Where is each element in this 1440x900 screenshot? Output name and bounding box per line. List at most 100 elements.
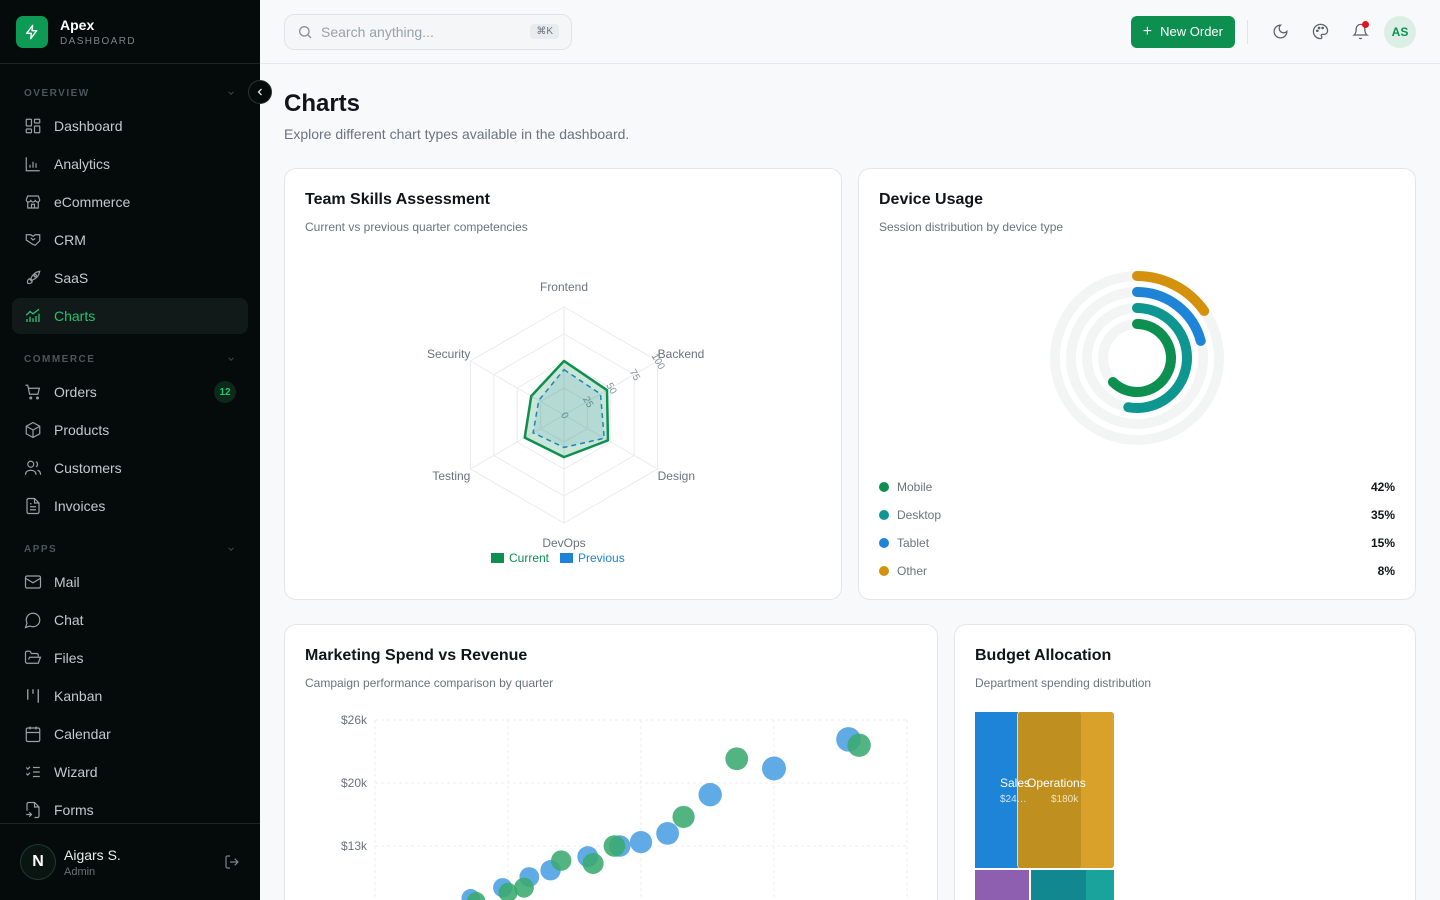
search-box[interactable]: ⌘K <box>284 13 572 50</box>
scatter-point[interactable] <box>762 756 786 781</box>
budget-allocation-card: Budget Allocation Department spending di… <box>954 624 1416 900</box>
search-shortcut-hint: ⌘K <box>530 24 559 39</box>
scatter-point[interactable] <box>629 831 653 854</box>
theme-toggle-button[interactable] <box>1260 16 1300 48</box>
legend-label: Mobile <box>897 480 933 494</box>
mobile-color-dot <box>879 482 889 492</box>
axis-label: DevOps <box>542 536 585 550</box>
sidebar-item-customers[interactable]: Customers <box>12 450 248 486</box>
main-content: Charts Explore different chart types ava… <box>260 64 1440 900</box>
scatter-point[interactable] <box>847 733 871 757</box>
brand-subtitle: DASHBOARD <box>60 35 136 47</box>
sidebar-item-files[interactable]: Files <box>12 640 248 676</box>
sidebar-item-wizard[interactable]: Wizard <box>12 754 248 790</box>
sidebar-item-products[interactable]: Products <box>12 412 248 448</box>
radial-bar-desktop[interactable] <box>1123 303 1192 413</box>
new-order-button[interactable]: + New Order <box>1130 15 1235 48</box>
svg-text:25: 25 <box>580 395 595 411</box>
user-avatar-menu[interactable]: AS <box>1384 15 1416 48</box>
sidebar-item-kanban[interactable]: Kanban <box>12 678 248 714</box>
sidebar-item-analytics[interactable]: Analytics <box>12 146 248 182</box>
scatter-point[interactable] <box>725 747 749 771</box>
treemap-tile-operations[interactable] <box>1017 712 1081 868</box>
section-apps-toggle[interactable]: APPS <box>12 536 248 562</box>
new-order-label: New Order <box>1160 24 1223 39</box>
other-color-dot <box>879 566 889 576</box>
treemap-chart: Sales $24… Operations $180k <box>975 712 1115 900</box>
user-role: Admin <box>64 865 96 878</box>
palette-button[interactable] <box>1300 16 1340 48</box>
sidebar-item-label: Files <box>54 650 84 666</box>
brand[interactable]: Apex DASHBOARD <box>0 0 260 64</box>
sales-value: $24… <box>1000 794 1027 805</box>
sidebar-item-calendar[interactable]: Calendar <box>12 716 248 752</box>
radial-bar-mobile[interactable] <box>1107 319 1176 397</box>
legend-current[interactable]: Current <box>509 551 550 565</box>
scatter-point[interactable] <box>551 850 572 871</box>
treemap-tile-sales[interactable] <box>975 712 1018 868</box>
box-icon <box>25 421 41 439</box>
logout-icon[interactable] <box>224 854 240 870</box>
sidebar: Apex DASHBOARD OVERVIEW Dashboard Analyt… <box>0 0 260 900</box>
radial-bar-tablet[interactable] <box>1132 287 1206 346</box>
user-avatar: N <box>20 844 56 880</box>
axis-label: Testing <box>432 469 470 483</box>
sidebar-item-orders[interactable]: Orders 12 <box>12 374 248 410</box>
treemap-tile-3[interactable] <box>975 870 1029 900</box>
scatter-point[interactable] <box>603 835 626 857</box>
notification-dot <box>1362 20 1369 28</box>
treemap-tile-4[interactable] <box>1031 870 1087 900</box>
sidebar-item-saas[interactable]: SaaS <box>12 260 248 296</box>
legend-previous[interactable]: Previous <box>578 551 625 565</box>
sidebar-item-invoices[interactable]: Invoices <box>12 488 248 524</box>
legend-value: 35% <box>1370 508 1395 522</box>
radial-bar-chart <box>1050 271 1224 445</box>
sidebar-collapse-button[interactable] <box>248 80 272 104</box>
page-title: Charts <box>284 90 361 117</box>
scatter-point[interactable] <box>582 852 604 874</box>
legend-item-desktop[interactable]: Desktop 35% <box>879 508 1395 522</box>
chevron-down-icon <box>228 91 234 95</box>
radial-bar-other[interactable] <box>1132 271 1210 316</box>
search-input[interactable] <box>321 23 531 40</box>
notifications-button[interactable] <box>1340 16 1380 48</box>
sidebar-item-dashboard[interactable]: Dashboard <box>12 108 248 144</box>
treemap-tile-5[interactable] <box>1086 870 1114 900</box>
current-series-area <box>523 359 610 459</box>
sidebar-item-label: Forms <box>54 802 94 818</box>
scatter-point[interactable] <box>656 822 679 845</box>
card-subtitle: Campaign performance comparison by quart… <box>305 676 554 690</box>
sidebar-item-mail[interactable]: Mail <box>12 564 248 600</box>
legend-item-other[interactable]: Other 8% <box>879 564 1395 578</box>
scatter-point[interactable] <box>498 882 518 900</box>
sidebar-item-label: Dashboard <box>54 118 123 134</box>
palette-icon <box>1312 23 1328 40</box>
card-title: Device Usage <box>879 191 984 208</box>
section-commerce-toggle[interactable]: COMMERCE <box>12 346 248 372</box>
radar-chart: Frontend Backend Design DevOps Testing Securi… <box>427 280 704 565</box>
scatter-point[interactable] <box>672 805 695 829</box>
sidebar-item-label: Mail <box>54 574 80 590</box>
sidebar-item-label: Wizard <box>54 764 98 780</box>
sidebar-item-charts[interactable]: Charts <box>12 298 248 334</box>
scatter-point[interactable] <box>466 891 486 900</box>
sidebar-item-ecommerce[interactable]: eCommerce <box>12 184 248 220</box>
sidebar-item-forms[interactable]: Forms <box>12 792 248 824</box>
section-title: OVERVIEW <box>24 87 90 99</box>
page-subtitle: Explore different chart types available … <box>284 126 630 142</box>
sidebar-item-chat[interactable]: Chat <box>12 602 248 638</box>
legend-item-tablet[interactable]: Tablet 15% <box>879 536 1395 550</box>
previous-series-area <box>532 368 606 449</box>
form-icon <box>26 801 40 819</box>
scatter-chart: $26k $20k $13k <box>341 713 908 900</box>
user-profile[interactable]: N Aigars S. Admin <box>0 823 260 900</box>
lightning-logo-icon <box>16 15 48 48</box>
scatter-point[interactable] <box>514 877 534 898</box>
legend-item-mobile[interactable]: Mobile 42% <box>879 480 1395 494</box>
sidebar-item-label: Orders <box>54 384 97 400</box>
section-overview-toggle[interactable]: OVERVIEW <box>12 80 248 106</box>
device-usage-card: Device Usage Session distribution by dev… <box>858 168 1416 600</box>
sidebar-item-crm[interactable]: CRM <box>12 222 248 258</box>
card-subtitle: Current vs previous quarter competencies <box>305 220 528 234</box>
scatter-point[interactable] <box>698 782 722 807</box>
